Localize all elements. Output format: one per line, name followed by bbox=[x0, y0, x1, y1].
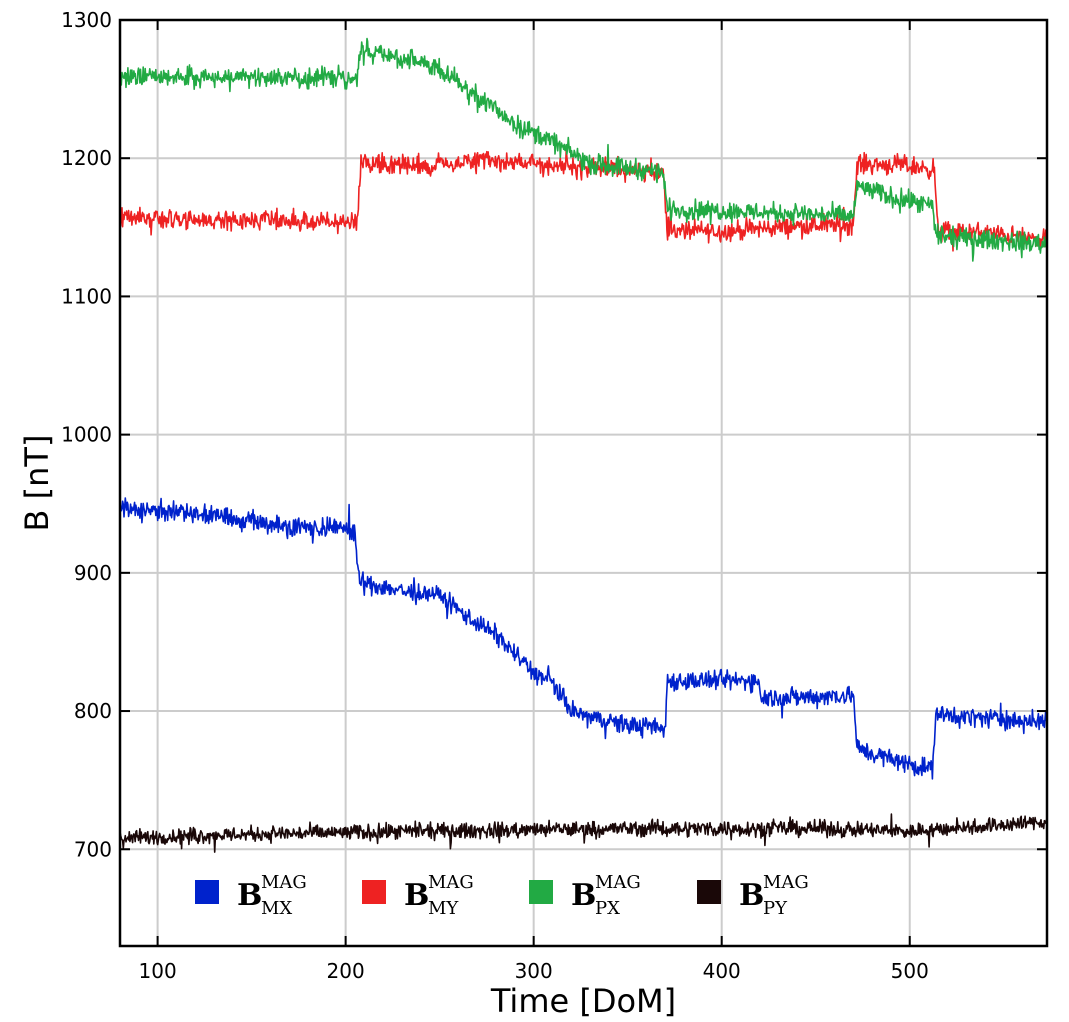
legend-swatch bbox=[529, 880, 553, 904]
series-layer bbox=[119, 37, 1048, 853]
y-tick-label: 1000 bbox=[61, 423, 112, 447]
series-line-mx bbox=[119, 497, 1048, 780]
plot-frame bbox=[118, 18, 1049, 948]
legend-subscript: MX bbox=[261, 898, 292, 919]
y-tick-label: 700 bbox=[74, 837, 112, 861]
x-tick-label: 400 bbox=[703, 959, 741, 983]
y-tick-label: 1300 bbox=[61, 8, 112, 32]
legend-swatch bbox=[362, 880, 386, 904]
legend-superscript: MAG bbox=[428, 872, 474, 893]
x-tick-label: 200 bbox=[327, 959, 365, 983]
x-axis-title: Time [DoM] bbox=[490, 982, 676, 1020]
legend-subscript: PX bbox=[595, 898, 620, 919]
series-line-py bbox=[119, 813, 1048, 853]
legend-subscript: PY bbox=[763, 898, 788, 919]
legend-symbol: B bbox=[404, 878, 429, 913]
legend-superscript: MAG bbox=[261, 872, 307, 893]
legend-symbol: B bbox=[739, 878, 764, 913]
y-axis-title: B [nT] bbox=[18, 435, 56, 532]
y-tick-label: 1100 bbox=[61, 284, 112, 308]
y-tick-label: 1200 bbox=[61, 146, 112, 170]
series-line-px bbox=[119, 37, 1048, 262]
x-tick-label: 500 bbox=[891, 959, 929, 983]
legend-superscript: MAG bbox=[595, 872, 641, 893]
legend-subscript: MY bbox=[428, 898, 459, 919]
legend-symbol: B bbox=[237, 878, 262, 913]
ticks: 100 200 300 400 500 700 800 900 1000 1100 1200 1300 bbox=[61, 8, 1047, 983]
legend-swatch bbox=[195, 880, 219, 904]
legend-swatch bbox=[697, 880, 721, 904]
y-tick-label: 800 bbox=[74, 699, 112, 723]
x-tick-label: 300 bbox=[515, 959, 553, 983]
legend-symbol: B bbox=[571, 878, 596, 913]
legend-superscript: MAG bbox=[763, 872, 809, 893]
x-tick-label: 100 bbox=[139, 959, 177, 983]
y-tick-label: 900 bbox=[74, 561, 112, 585]
